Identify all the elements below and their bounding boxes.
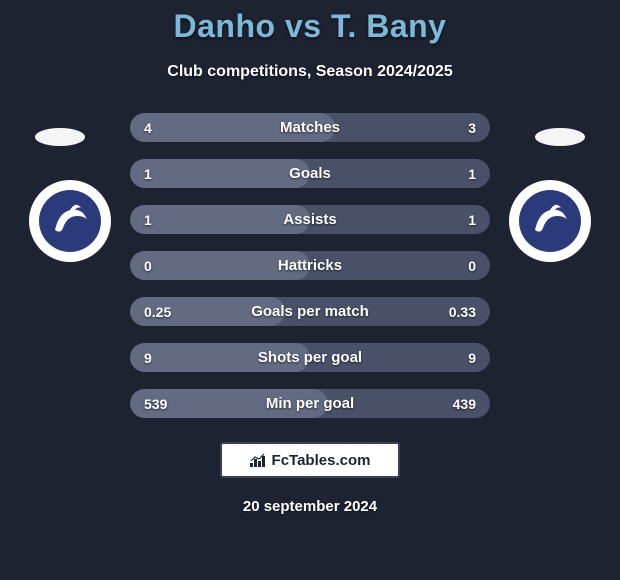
vs-separator: vs [285, 8, 322, 44]
brand-badge: FcTables.com [220, 442, 400, 478]
stat-label: Goals [130, 165, 490, 182]
brand-icon [250, 453, 268, 467]
club-logo-left [39, 190, 101, 252]
club-logo-right [519, 190, 581, 252]
stat-row: 9Shots per goal9 [130, 343, 490, 372]
stat-label: Hattricks [130, 257, 490, 274]
stat-label: Assists [130, 211, 490, 228]
player-left-name: Danho [174, 8, 276, 44]
stat-label: Matches [130, 119, 490, 136]
stat-row: 0.25Goals per match0.33 [130, 297, 490, 326]
country-flag-left [35, 128, 85, 146]
stat-value-right: 0 [468, 258, 476, 274]
country-flag-right [535, 128, 585, 146]
stat-row: 4Matches3 [130, 113, 490, 142]
stat-row: 1Goals1 [130, 159, 490, 188]
club-badge-right [509, 180, 591, 262]
stat-row: 539Min per goal439 [130, 389, 490, 418]
stat-value-right: 3 [468, 120, 476, 136]
club-badge-left [29, 180, 111, 262]
stat-value-right: 1 [468, 212, 476, 228]
stat-row: 1Assists1 [130, 205, 490, 234]
page-title: Danho vs T. Bany [0, 0, 620, 45]
stat-row: 0Hattricks0 [130, 251, 490, 280]
stat-label: Shots per goal [130, 349, 490, 366]
player-right-name: T. Bany [331, 8, 447, 44]
stat-rows: 4Matches31Goals11Assists10Hattricks00.25… [0, 113, 620, 418]
subtitle: Club competitions, Season 2024/2025 [0, 63, 620, 81]
brand-text: FcTables.com [272, 452, 371, 469]
footer-date: 20 september 2024 [0, 498, 620, 515]
stat-value-right: 1 [468, 166, 476, 182]
stat-label: Min per goal [130, 395, 490, 412]
stat-value-right: 0.33 [449, 304, 476, 320]
stat-value-right: 9 [468, 350, 476, 366]
stat-value-right: 439 [453, 396, 476, 412]
stat-label: Goals per match [130, 303, 490, 320]
